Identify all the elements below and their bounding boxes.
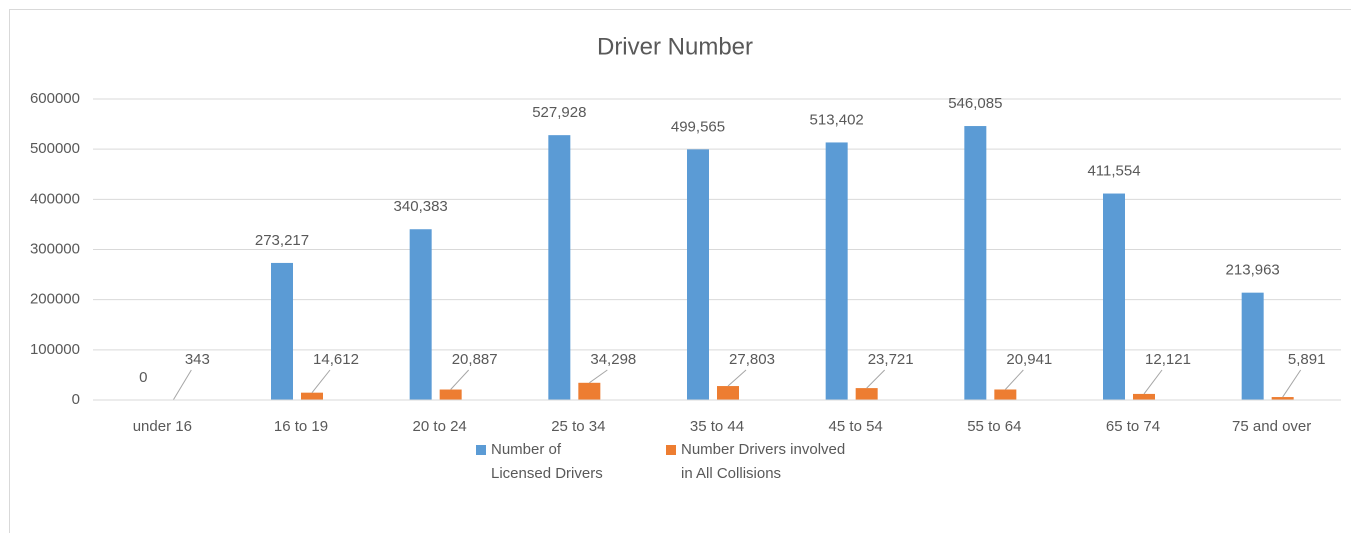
bar [271, 262, 293, 400]
data-label: 213,963 [1226, 262, 1280, 279]
data-label: 12,121 [1145, 351, 1191, 368]
legend-label: Number Drivers involved in All Collision… [681, 441, 846, 482]
data-label: 34,298 [590, 351, 636, 368]
y-tick-label: 500000 [30, 140, 80, 157]
bar [1271, 397, 1294, 400]
leader-line [450, 369, 470, 390]
x-tick-label: 75 and over [1232, 418, 1311, 435]
legend-item: Number of Licensed Drivers [476, 438, 621, 486]
bar [687, 149, 709, 400]
data-label: 546,085 [948, 95, 1002, 112]
leader-line [727, 369, 747, 387]
leader-line [311, 369, 331, 393]
data-label: 343 [185, 351, 210, 368]
data-label: 20,887 [452, 351, 498, 368]
bar [855, 388, 878, 400]
leader-line [1282, 369, 1302, 398]
bar [717, 386, 739, 400]
bar [1133, 393, 1155, 400]
bar [994, 389, 1017, 400]
x-tick-label: 25 to 34 [551, 418, 605, 435]
data-label: 0 [139, 369, 147, 386]
legend-label: Number of Licensed Drivers [491, 441, 603, 482]
x-tick-label: 35 to 44 [690, 418, 744, 435]
bar [964, 126, 987, 400]
leader-line [172, 369, 192, 401]
data-label: 340,383 [394, 198, 448, 215]
leader-line [1143, 369, 1163, 395]
bar [548, 135, 571, 400]
leader-line [589, 369, 608, 384]
legend-swatch [666, 445, 676, 455]
data-label: 5,891 [1288, 351, 1326, 368]
leader-line [1004, 369, 1024, 390]
bar [439, 389, 462, 400]
x-tick-label: 16 to 19 [274, 418, 328, 435]
y-tick-label: 300000 [30, 240, 80, 257]
data-label: 20,941 [1006, 351, 1052, 368]
data-label: 513,402 [810, 111, 864, 128]
y-tick-label: 400000 [30, 190, 80, 207]
x-tick-label: 65 to 74 [1106, 418, 1160, 435]
bar [1241, 292, 1264, 400]
bar [578, 382, 601, 400]
data-label: 527,928 [532, 104, 586, 121]
chart-border [9, 9, 1351, 533]
x-tick-label: 20 to 24 [413, 418, 467, 435]
y-tick-label: 200000 [30, 291, 80, 308]
y-tick-label: 600000 [30, 90, 80, 107]
bar [301, 392, 323, 400]
legend-item: Number Drivers involved in All Collision… [666, 438, 856, 486]
y-tick-label: 0 [72, 391, 80, 408]
data-label: 27,803 [729, 351, 775, 368]
data-label: 499,565 [671, 118, 725, 135]
data-label: 411,554 [1087, 163, 1140, 180]
x-tick-label: 45 to 54 [829, 418, 883, 435]
bar [409, 229, 432, 400]
chart-title: Driver Number [597, 33, 753, 60]
data-label: 273,217 [255, 232, 309, 249]
x-tick-label: 55 to 64 [967, 418, 1021, 435]
bar [825, 142, 848, 400]
leader-line [866, 369, 886, 389]
data-label: 14,612 [313, 351, 359, 368]
data-label: 23,721 [868, 351, 914, 368]
y-tick-label: 100000 [30, 341, 80, 358]
bar [1103, 193, 1125, 400]
legend-swatch [476, 445, 486, 455]
x-tick-label: under 16 [133, 418, 192, 435]
